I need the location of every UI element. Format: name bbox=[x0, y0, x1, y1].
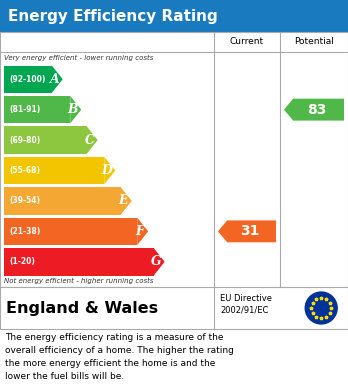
Text: 83: 83 bbox=[307, 103, 326, 117]
Bar bbox=[4, 66, 52, 93]
Bar bbox=[0, 32, 348, 287]
Text: The energy efficiency rating is a measure of the
overall efficiency of a home. T: The energy efficiency rating is a measur… bbox=[5, 333, 234, 380]
Text: EU Directive
2002/91/EC: EU Directive 2002/91/EC bbox=[220, 294, 272, 314]
Text: F: F bbox=[135, 225, 144, 238]
Text: (69-80): (69-80) bbox=[9, 136, 40, 145]
Text: (21-38): (21-38) bbox=[9, 227, 40, 236]
Bar bbox=[4, 96, 70, 123]
Text: (81-91): (81-91) bbox=[9, 105, 40, 114]
Bar bbox=[0, 287, 348, 329]
Polygon shape bbox=[121, 187, 132, 215]
Circle shape bbox=[305, 292, 337, 324]
Text: 31: 31 bbox=[240, 224, 260, 239]
Polygon shape bbox=[154, 248, 165, 276]
Polygon shape bbox=[87, 126, 98, 154]
Text: D: D bbox=[102, 164, 112, 177]
Text: Potential: Potential bbox=[294, 38, 334, 47]
Text: (92-100): (92-100) bbox=[9, 75, 45, 84]
Bar bbox=[0, 0, 348, 32]
Text: C: C bbox=[85, 134, 95, 147]
Text: England & Wales: England & Wales bbox=[6, 301, 158, 316]
Polygon shape bbox=[284, 99, 344, 120]
Polygon shape bbox=[52, 66, 63, 93]
Polygon shape bbox=[218, 221, 276, 242]
Text: G: G bbox=[151, 255, 162, 268]
Text: (39-54): (39-54) bbox=[9, 196, 40, 205]
Text: Current: Current bbox=[230, 38, 264, 47]
Bar bbox=[4, 248, 154, 276]
Text: Not energy efficient - higher running costs: Not energy efficient - higher running co… bbox=[4, 278, 153, 284]
Text: Very energy efficient - lower running costs: Very energy efficient - lower running co… bbox=[4, 55, 153, 61]
Text: A: A bbox=[50, 73, 60, 86]
Text: (1-20): (1-20) bbox=[9, 257, 35, 266]
Bar bbox=[4, 187, 121, 215]
Text: Energy Efficiency Rating: Energy Efficiency Rating bbox=[8, 9, 218, 23]
Text: B: B bbox=[68, 103, 78, 116]
Text: E: E bbox=[119, 194, 128, 208]
Bar bbox=[4, 157, 104, 184]
Polygon shape bbox=[137, 218, 148, 245]
Bar bbox=[4, 218, 137, 245]
Polygon shape bbox=[104, 157, 115, 184]
Polygon shape bbox=[70, 96, 81, 123]
Text: (55-68): (55-68) bbox=[9, 166, 40, 175]
Bar bbox=[4, 126, 87, 154]
